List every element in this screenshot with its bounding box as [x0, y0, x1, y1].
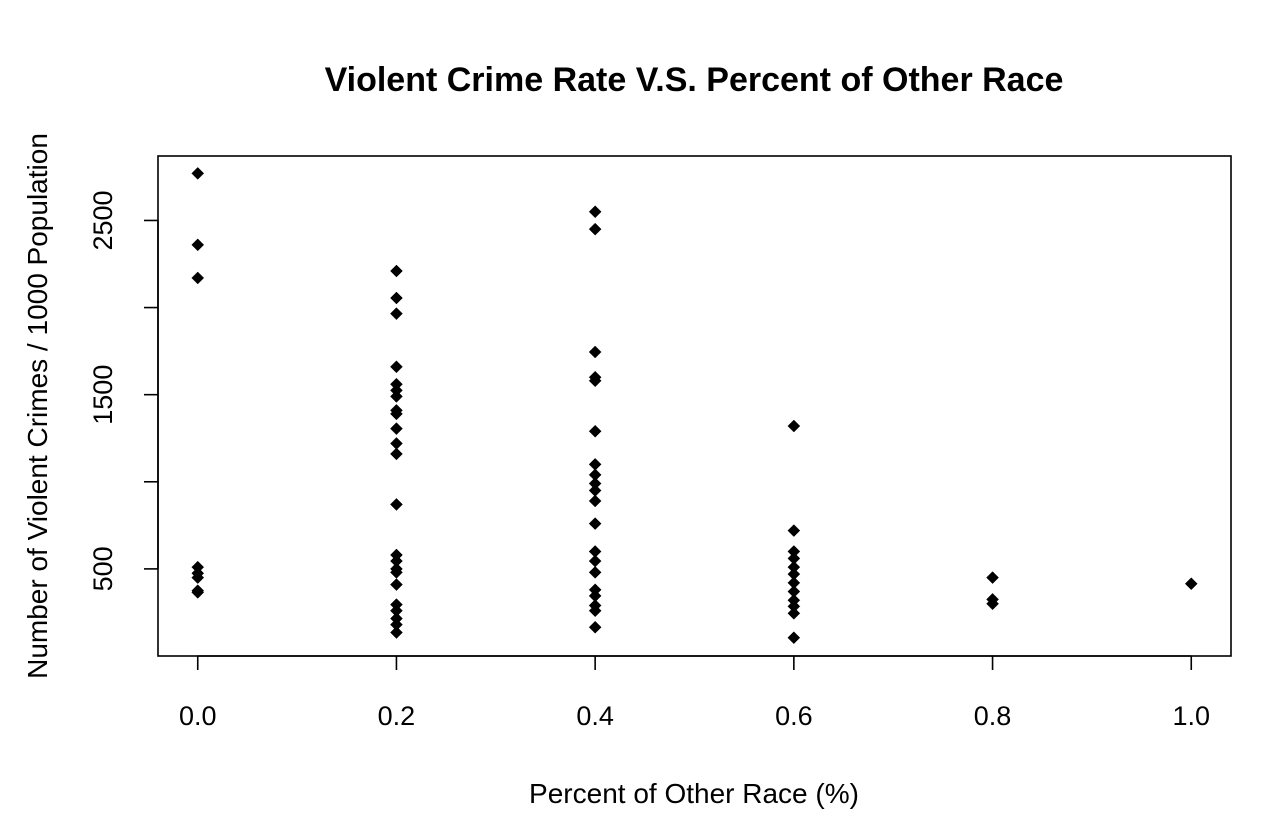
data-point	[588, 424, 602, 438]
data-point	[588, 604, 602, 618]
data-point	[588, 374, 602, 388]
data-point	[390, 498, 403, 511]
data-point	[191, 238, 205, 252]
data-point	[588, 205, 602, 219]
data-point	[390, 264, 403, 278]
data-point	[588, 345, 602, 359]
data-point	[390, 447, 403, 461]
data-point	[191, 571, 205, 584]
data-point	[986, 571, 999, 584]
data-point	[390, 291, 403, 305]
data-point	[390, 407, 403, 421]
x-axis: 0.0 0.2 0.4 0.6 0.8 1.0	[179, 655, 1210, 731]
data-point	[191, 271, 205, 285]
data-point	[390, 578, 403, 591]
y-tick-label: 500	[88, 546, 118, 591]
data-point	[787, 419, 801, 433]
data-point	[588, 222, 602, 236]
data-point	[787, 524, 801, 537]
y-tick-label: 1500	[88, 365, 118, 425]
x-tick-label: 1.0	[1172, 701, 1210, 731]
chart-title: Violent Crime Rate V.S. Percent of Other…	[325, 61, 1064, 99]
x-tick-label: 0.6	[775, 701, 813, 731]
data-point	[787, 631, 801, 645]
y-axis: 500 1500 2500	[88, 190, 159, 591]
data-point	[588, 554, 602, 568]
x-tick-label: 0.4	[576, 701, 614, 731]
data-point	[588, 517, 602, 530]
y-tick-label: 2500	[88, 190, 118, 250]
data-point	[390, 626, 403, 639]
data-point	[588, 566, 602, 579]
data-point	[390, 422, 403, 436]
data-points	[191, 167, 1198, 645]
x-tick-label: 0.0	[179, 701, 217, 731]
data-point	[1184, 577, 1198, 591]
x-tick-label: 0.2	[378, 701, 416, 731]
data-point	[390, 307, 403, 321]
data-point	[986, 597, 999, 611]
plot-frame	[157, 155, 1232, 657]
y-axis-label: Number of Violent Crimes / 1000 Populati…	[22, 133, 53, 679]
data-point	[787, 606, 801, 620]
data-point	[191, 586, 205, 599]
data-point	[588, 620, 602, 634]
data-point	[390, 390, 403, 403]
x-tick-label: 0.8	[974, 701, 1012, 731]
data-point	[390, 360, 403, 374]
data-point	[588, 494, 602, 508]
x-axis-label: Percent of Other Race (%)	[529, 778, 859, 809]
data-point	[191, 167, 205, 180]
